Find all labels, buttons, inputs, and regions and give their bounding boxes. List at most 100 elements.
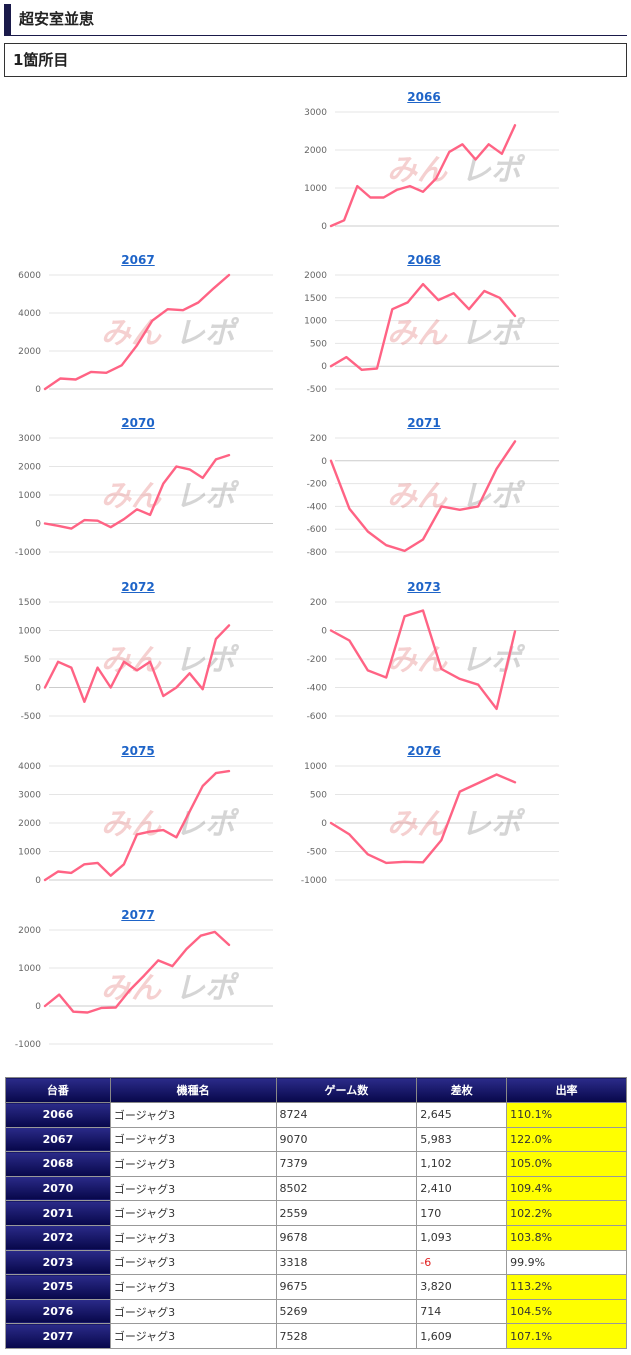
chart-2071: 2071 200 0 -200 -400 -600 -800 みん レポ xyxy=(289,416,559,571)
chart-link-2077[interactable]: 2077 xyxy=(121,908,155,922)
y-tick-label: 1000 xyxy=(304,184,327,194)
y-tick-label: 3000 xyxy=(304,108,327,118)
row-diff: -6 xyxy=(416,1249,508,1276)
table-row: 2066 ゴージャグ3 8724 2,645 110.1% xyxy=(5,1102,627,1128)
row-id: 2066 xyxy=(5,1102,111,1128)
chart-link-2075[interactable]: 2075 xyxy=(121,744,155,758)
y-tick-label: 200 xyxy=(310,434,327,444)
y-tick-label: 500 xyxy=(310,339,327,349)
chart-svg-2075: 4000 3000 2000 1000 0 みん レポ xyxy=(18,762,273,886)
row-diff: 170 xyxy=(416,1200,508,1226)
chart-2072: 2072 1500 1000 500 0 -500 みん レポ xyxy=(3,580,273,735)
row-games: 7528 xyxy=(275,1323,418,1349)
row-games: 9675 xyxy=(275,1274,418,1300)
chart-link-2076[interactable]: 2076 xyxy=(407,744,441,758)
header-rate: 出率 xyxy=(506,1077,627,1103)
y-tick-label: 0 xyxy=(35,385,41,395)
y-tick-label: 1000 xyxy=(18,964,41,974)
row-id: 2075 xyxy=(5,1274,111,1300)
row-games: 8502 xyxy=(275,1175,418,1202)
y-tick-label: 1000 xyxy=(18,627,41,637)
series-line-2075 xyxy=(43,769,231,882)
row-rate: 122.0% xyxy=(506,1126,627,1153)
row-diff: 1,102 xyxy=(416,1151,508,1177)
y-tick-label: 4000 xyxy=(18,309,41,319)
row-games: 9070 xyxy=(275,1126,418,1153)
chart-link-2066[interactable]: 2066 xyxy=(407,90,441,104)
table-row: 2073 ゴージャグ3 3318 -6 99.9% xyxy=(5,1249,627,1276)
y-tick-label: 500 xyxy=(24,655,41,665)
header-id: 台番 xyxy=(5,1077,111,1103)
chart-2070: 2070 3000 2000 1000 0 -1000 みん レポ xyxy=(3,416,273,571)
chart-link-2067[interactable]: 2067 xyxy=(121,253,155,267)
table-row: 2068 ゴージャグ3 7379 1,102 105.0% xyxy=(5,1151,627,1177)
chart-2075: 2075 4000 3000 2000 1000 0 みん レポ xyxy=(3,744,273,899)
y-tick-label: 2000 xyxy=(18,819,41,829)
row-rate: 113.2% xyxy=(506,1274,627,1300)
chart-link-2068[interactable]: 2068 xyxy=(407,253,441,267)
row-games: 8724 xyxy=(275,1102,418,1128)
y-tick-label: 4000 xyxy=(18,762,41,772)
watermark-left: みん xyxy=(387,316,448,351)
chart-2068: 2068 2000 1500 1000 500 0 -500 みん レポ xyxy=(289,253,559,408)
y-tick-label: 1000 xyxy=(18,848,41,858)
series-line-2076 xyxy=(329,773,517,865)
row-machine-name: ゴージャグ3 xyxy=(109,1102,277,1128)
row-id: 2071 xyxy=(5,1200,111,1226)
row-games: 7379 xyxy=(275,1151,418,1177)
y-tick-label: -800 xyxy=(307,548,328,558)
row-games: 3318 xyxy=(275,1249,418,1276)
row-rate: 102.2% xyxy=(506,1200,627,1226)
row-machine-name: ゴージャグ3 xyxy=(109,1249,277,1276)
row-diff: 714 xyxy=(416,1298,508,1325)
machine-data-table: 台番 機種名 ゲーム数 差枚 出率 2066 ゴージャグ3 8724 2,645 110… xyxy=(5,1077,627,1349)
y-tick-label: 0 xyxy=(35,876,41,886)
row-diff: 2,645 xyxy=(416,1102,508,1128)
y-tick-label: 200 xyxy=(310,598,327,608)
y-tick-label: -200 xyxy=(307,480,328,490)
row-id: 2072 xyxy=(5,1224,111,1251)
row-id: 2070 xyxy=(5,1175,111,1202)
watermark-right: レポ xyxy=(461,643,526,678)
series-line-2070 xyxy=(43,453,231,530)
watermark-right: レポ xyxy=(461,316,526,351)
row-rate: 109.4% xyxy=(506,1175,627,1202)
y-tick-label: 0 xyxy=(35,520,41,530)
chart-link-2073[interactable]: 2073 xyxy=(407,580,441,594)
chart-link-2072[interactable]: 2072 xyxy=(121,580,155,594)
chart-link-2071[interactable]: 2071 xyxy=(407,416,441,430)
y-tick-label: -500 xyxy=(21,712,42,722)
series-line-2072 xyxy=(43,624,231,704)
row-diff: 1,609 xyxy=(416,1323,508,1349)
watermark-left: みん xyxy=(387,479,448,514)
row-diff: 3,820 xyxy=(416,1274,508,1300)
header-games: ゲーム数 xyxy=(275,1077,418,1103)
y-tick-label: 1000 xyxy=(304,317,327,327)
row-id: 2067 xyxy=(5,1126,111,1153)
chart-2067: 2067 6000 4000 2000 0 みん レポ xyxy=(3,253,273,408)
page-heading: 超安室並恵 xyxy=(4,4,627,36)
row-rate: 99.9% xyxy=(506,1249,627,1276)
series-line-2071 xyxy=(329,440,517,553)
watermark-left: みん xyxy=(387,153,448,188)
series-line-2066 xyxy=(329,124,517,228)
y-tick-label: -1000 xyxy=(301,876,327,886)
row-rate: 110.1% xyxy=(506,1102,627,1128)
row-games: 5269 xyxy=(275,1298,418,1325)
chart-2073: 2073 200 0 -200 -400 -600 みん レポ xyxy=(289,580,559,735)
y-tick-label: -200 xyxy=(307,655,328,665)
y-tick-label: 0 xyxy=(35,1002,41,1012)
y-tick-label: 1500 xyxy=(18,598,41,608)
watermark-left: みん xyxy=(101,643,162,678)
y-tick-label: -400 xyxy=(307,502,328,512)
y-tick-label: 0 xyxy=(321,222,327,232)
row-machine-name: ゴージャグ3 xyxy=(109,1298,277,1325)
y-tick-label: 0 xyxy=(321,627,327,637)
row-machine-name: ゴージャグ3 xyxy=(109,1175,277,1202)
y-tick-label: -500 xyxy=(307,385,328,395)
table-row: 2076 ゴージャグ3 5269 714 104.5% xyxy=(5,1298,627,1325)
chart-link-2070[interactable]: 2070 xyxy=(121,416,155,430)
